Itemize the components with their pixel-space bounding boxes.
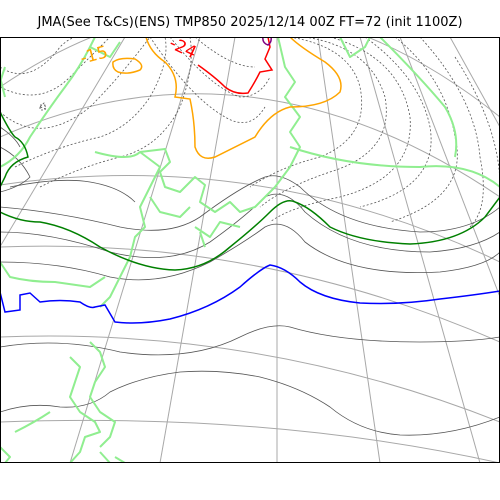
isotherm-minus6	[0, 264, 500, 324]
graticule-meridians	[0, 37, 500, 463]
isotherms-dotted	[0, 37, 500, 228]
isotherm-minus24	[197, 37, 274, 95]
isotherm-minus30	[262, 37, 272, 46]
map-panel: -15 -24	[0, 37, 500, 463]
map-canvas: -15 -24	[0, 37, 500, 463]
chart-title: JMA(See T&Cs)(ENS) TMP850 2025/12/14 00Z…	[37, 15, 463, 30]
isotherm-0	[0, 196, 500, 271]
isotherms-thin	[0, 126, 500, 436]
coastlines	[0, 37, 500, 463]
isotherm-minus15	[145, 37, 342, 159]
label-minus15: -15	[78, 42, 110, 69]
isotherm-0-north	[0, 111, 29, 188]
label-minus24: -24	[166, 37, 200, 63]
graticule-latitude	[0, 37, 500, 463]
isotherm-minus15-loop	[112, 57, 143, 74]
